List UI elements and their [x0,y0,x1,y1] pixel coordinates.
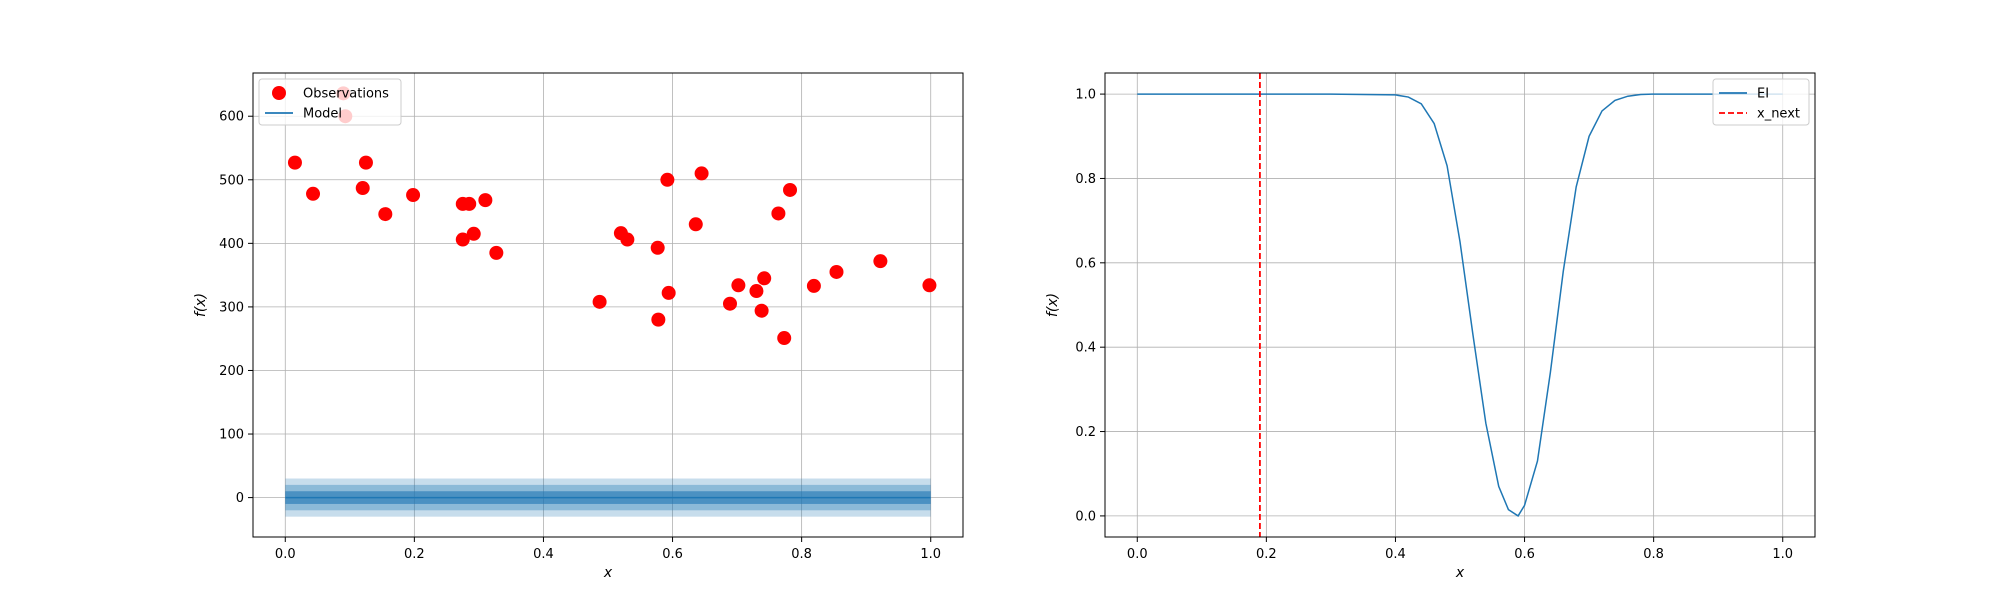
x-tick-label: 0.6 [662,547,683,562]
x-tick-label: 0.4 [1385,547,1406,562]
y-tick-label: 300 [219,300,244,315]
axes-frame [1104,72,1816,538]
observation-point [806,278,821,293]
y-tick-label: 400 [219,237,244,252]
observation-point [661,285,676,300]
observation-point [306,186,321,201]
observation-point [355,181,370,196]
observation-point [873,254,888,269]
x-axis-label: x [1455,565,1465,581]
legend-label: x_next [1757,107,1800,122]
observation-point [478,193,493,208]
x-tick-label: 0.8 [1643,547,1664,562]
y-tick-label: 0.8 [1075,172,1096,187]
observation-point [378,207,393,222]
observation-point [749,284,764,299]
observation-point [731,278,746,293]
series-line-ei [1137,93,1783,517]
legend-label: Model [303,107,342,122]
right-plot: 0.0 0.2 0.4 0.6 0.8 1.0 0.0 0.2 0.4 0.6 0.8 1.0 x f(x… [1045,72,1816,581]
observation-point [688,217,703,232]
x-tick-label: 0.0 [275,547,296,562]
y-axis-label: f(x) [193,293,209,317]
y-tick-label: 200 [219,364,244,379]
legend-box [258,78,402,126]
observation-point [771,206,786,221]
observation-point [358,155,373,170]
y-tick-label: 500 [219,173,244,188]
y-tick-label: 1.0 [1075,88,1096,103]
x-tick-label: 0.6 [1514,547,1535,562]
observation-point [592,294,607,309]
observation-point [462,196,477,211]
observation-point [651,312,666,327]
x-tick-label: 0.8 [791,547,812,562]
observation-point [783,182,798,197]
x-tick-label: 1.0 [920,547,941,562]
x-tick-label: 0.0 [1127,547,1148,562]
observation-point [287,155,302,170]
y-tick-label: 0 [236,491,244,506]
x-axis-label: x [603,565,613,581]
y-tick-label: 100 [219,428,244,443]
observation-point [466,226,481,241]
x-tick-label: 0.2 [404,547,425,562]
legend-label: Observations [303,87,389,102]
observation-point [455,232,470,247]
legend-label: EI [1757,87,1769,102]
observation-point [650,240,665,255]
left-plot: 0.0 0.2 0.4 0.6 0.8 1.0 0 100 200 300 400 500 600 x f(… [193,72,964,581]
observation-point [694,166,709,181]
observation-point [777,331,792,346]
y-axis-label: f(x) [1045,293,1061,317]
observation-point [829,264,844,279]
y-tick-label: 0.0 [1075,509,1096,524]
x-tick-label: 0.2 [1256,547,1277,562]
y-tick-label: 0.4 [1075,341,1096,356]
observation-point [922,278,937,293]
x-tick-label: 0.4 [533,547,554,562]
observation-point [489,245,504,260]
observation-point [660,172,675,187]
observation-point [757,271,772,286]
observation-point [722,296,737,311]
y-tick-label: 0.6 [1075,256,1096,271]
observation-point [406,188,421,203]
axes-frame [252,72,964,538]
y-tick-label: 0.2 [1075,425,1096,440]
legend-marker [272,86,286,100]
y-tick-label: 600 [219,110,244,125]
observation-point [620,232,635,247]
x-tick-label: 1.0 [1772,547,1793,562]
observation-point [754,303,769,318]
